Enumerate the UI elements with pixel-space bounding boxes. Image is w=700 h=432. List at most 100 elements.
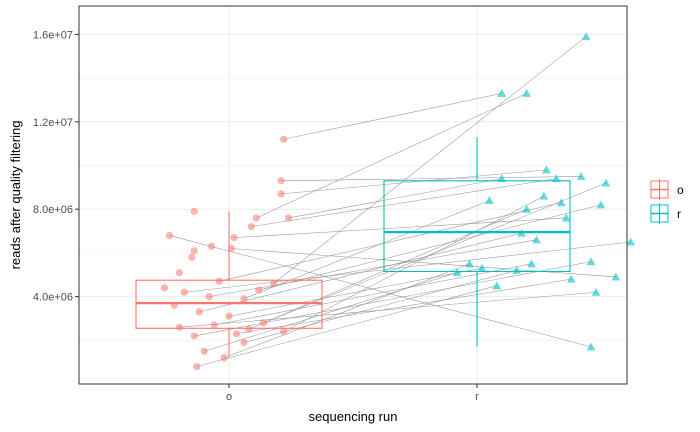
pair-line [236,278,572,335]
pair-line [251,178,557,227]
pair-line [169,235,592,348]
point-o [227,244,236,253]
point-o [210,321,218,329]
y-axis-title: reads after quality filtering [8,121,23,270]
box-iqr [383,180,571,273]
point-r [556,198,566,207]
point-o [284,214,293,222]
point-r [601,178,611,187]
point-o [175,323,183,331]
point-r [485,196,494,204]
point-o [232,330,241,338]
data-points [160,32,636,371]
point-o [255,286,263,294]
point-o [190,332,198,340]
point-r [492,281,502,290]
point-r [497,174,507,183]
point-r [497,88,507,97]
point-o [240,338,248,347]
legend: or [650,179,684,224]
pair-line [233,217,567,238]
point-o [200,347,208,355]
point-r [527,259,536,268]
point-r [522,88,531,97]
point-o [190,207,198,215]
pair-line [199,232,522,313]
point-o [240,295,248,303]
legend-label: r [677,207,681,221]
x-axis-title: sequencing run [309,409,398,424]
point-o [279,135,288,143]
point-r [566,274,576,283]
point-o [195,308,203,316]
pair-lines [169,36,631,367]
point-r [576,172,586,180]
x-tick-label: r [475,391,479,403]
point-r [517,228,527,237]
pair-line [273,36,587,284]
y-tick-label: 4.0e+06 [33,292,73,304]
pair-line [283,93,502,140]
pair-line [243,270,517,343]
point-r [561,213,571,222]
pair-line [223,263,470,359]
point-r [586,342,596,351]
pair-line [196,285,497,367]
point-o [247,223,255,231]
point-r [477,263,487,272]
pair-line [219,202,562,282]
point-o [170,301,179,309]
point-o [190,247,198,255]
point-o [277,177,285,185]
pair-line [214,263,532,326]
pair-line [179,291,597,328]
pair-line [281,176,582,182]
point-o [193,362,201,371]
point-r [591,287,601,296]
point-o [277,190,285,198]
point-o [270,279,278,288]
y-axis: 4.0e+06 8.0e+06 1.2e+07 1.6e+07 [33,29,79,304]
pair-line [256,93,527,219]
point-o [180,288,188,296]
plot-panel-background [79,6,627,384]
pair-line [283,195,545,332]
plot-panel-border [78,5,628,385]
point-r [551,174,561,183]
minor-gridlines [79,77,627,341]
point-r [522,204,531,213]
pair-line [281,169,547,195]
legend-label: o [677,183,684,197]
y-tick-label: 1.2e+07 [33,117,73,129]
boxplots [135,137,571,357]
pair-line [209,239,537,297]
point-r [611,272,621,281]
point-r [581,32,591,41]
pair-line [243,200,490,300]
point-r [532,235,541,244]
point-o [160,284,169,292]
y-tick-label: 8.0e+06 [33,204,73,216]
point-r [452,268,462,277]
point-o [279,327,288,336]
point-o [260,319,268,327]
point-o [208,242,216,250]
pair-line [263,182,607,324]
y-tick-label: 1.6e+07 [33,29,73,41]
point-r [626,237,636,246]
point-o [205,293,213,301]
point-o [245,325,253,333]
point-o [230,234,238,242]
pair-line [288,178,502,219]
pair-line [231,248,616,278]
point-o [252,214,260,222]
point-o [175,268,183,277]
x-tick-label: o [226,391,232,403]
point-o [165,231,174,240]
point-r [586,257,596,266]
point-r [512,265,522,274]
point-r [596,200,606,209]
point-o [225,312,233,320]
